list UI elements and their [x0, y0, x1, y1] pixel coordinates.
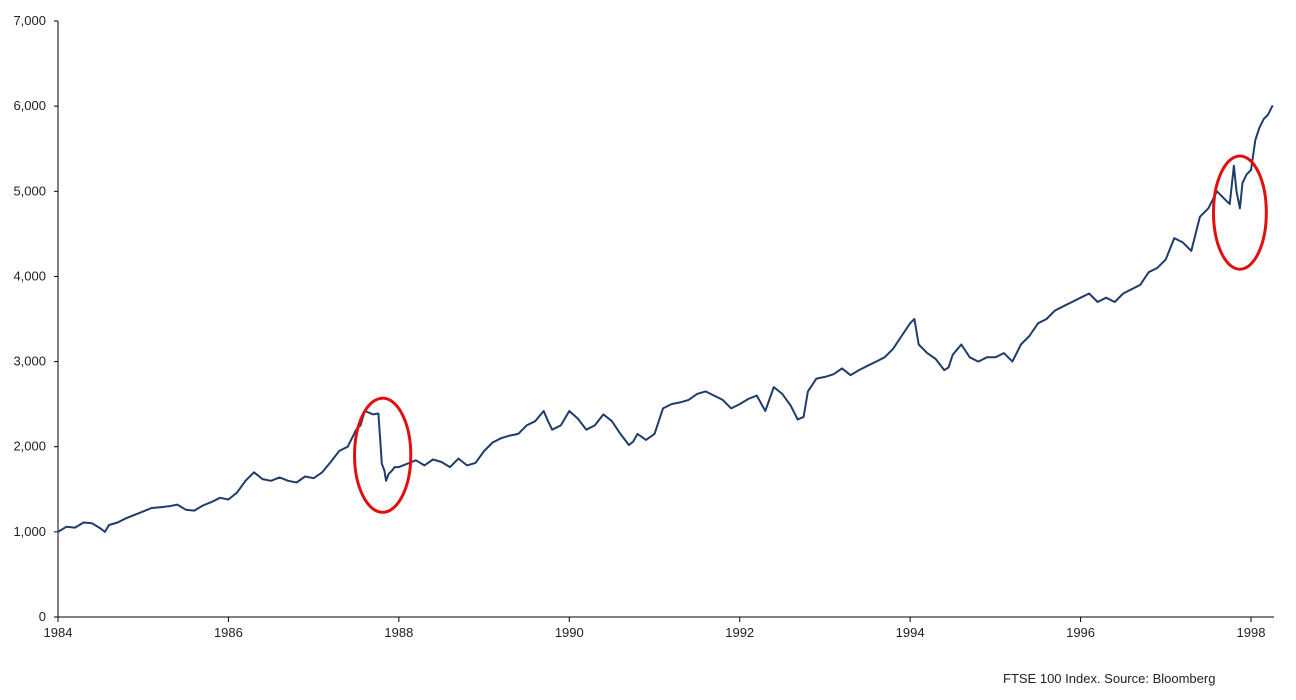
x-tick-label: 1990: [555, 625, 584, 640]
x-tick-label: 1998: [1237, 625, 1266, 640]
x-tick-label: 1986: [214, 625, 243, 640]
x-tick-label: 1992: [725, 625, 754, 640]
source-note: FTSE 100 Index. Source: Bloomberg: [1003, 671, 1216, 686]
y-tick-label: 4,000: [13, 268, 46, 283]
x-tick-label: 1994: [896, 625, 925, 640]
y-tick-label: 0: [39, 609, 46, 624]
annotation-layer: [353, 154, 1268, 514]
x-tick-label: 1984: [44, 625, 73, 640]
ftse-100-line: [57, 105, 1274, 533]
y-tick-label: 3,000: [13, 354, 46, 369]
highlight-circle-2: [1211, 154, 1268, 271]
y-tick-label: 7,000: [13, 13, 46, 28]
highlight-circle-1: [353, 396, 413, 514]
y-tick-label: 6,000: [13, 98, 46, 113]
y-tick-label: 1,000: [13, 524, 46, 539]
x-tick-label: 1988: [384, 625, 413, 640]
x-ticks: 1984 1986 1988 1990 1992 1994 1996 1998: [44, 617, 1266, 640]
y-ticks: 0 1,000 2,000 3,000 4,000 5,000 6,000 7,000: [13, 13, 58, 624]
series-layer: [57, 105, 1274, 533]
y-tick-label: 2,000: [13, 439, 46, 454]
y-tick-label: 5,000: [13, 183, 46, 198]
x-tick-label: 1996: [1066, 625, 1095, 640]
